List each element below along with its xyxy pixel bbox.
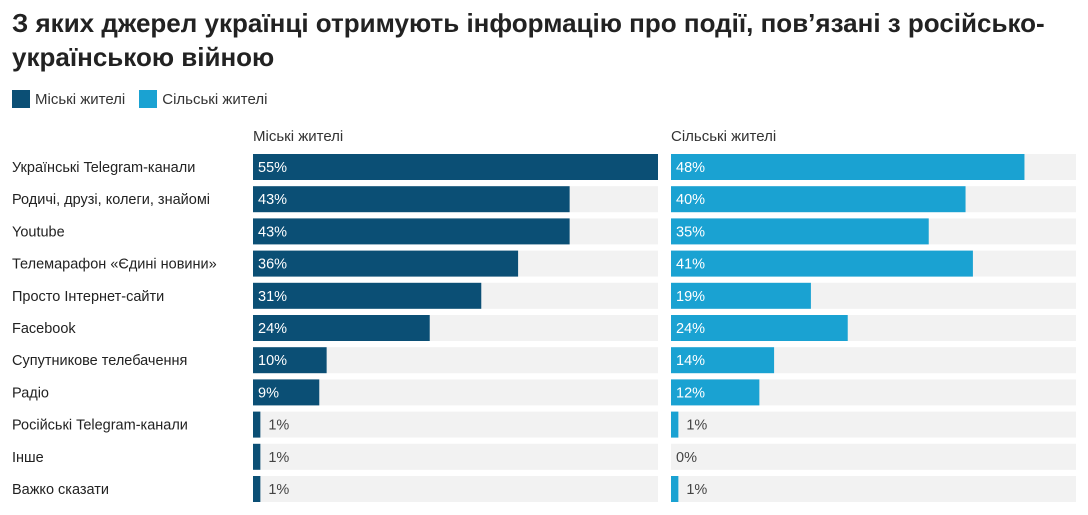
bar-track xyxy=(253,443,658,470)
bar-track xyxy=(253,476,658,502)
bar xyxy=(253,186,570,213)
bar xyxy=(671,379,760,406)
bar-track xyxy=(671,411,1076,438)
category-label: Родичі, друзі, колеги, знайомі xyxy=(12,192,210,208)
bar xyxy=(253,154,658,180)
data-label: 24% xyxy=(258,321,287,337)
bar xyxy=(253,476,261,502)
category-label: Українські Telegram-канали xyxy=(12,160,195,176)
legend-swatch-urban xyxy=(12,90,30,108)
bar xyxy=(671,476,679,502)
category-label: Просто Інтернет-сайти xyxy=(12,289,164,305)
data-label: 1% xyxy=(686,482,707,498)
data-label: 1% xyxy=(686,418,707,434)
bar-track xyxy=(253,411,658,438)
category-label: Facebook xyxy=(12,321,76,337)
bar xyxy=(671,411,679,438)
category-label: Інше xyxy=(12,450,44,466)
data-label: 55% xyxy=(258,160,287,176)
bar xyxy=(671,315,848,341)
data-label: 36% xyxy=(258,257,287,273)
data-label: 41% xyxy=(676,257,705,273)
category-label: Російські Telegram-канали xyxy=(12,418,188,434)
legend-swatch-rural xyxy=(139,90,158,108)
bar xyxy=(253,282,482,309)
category-label: Радіо xyxy=(12,385,49,401)
bar xyxy=(253,443,261,470)
data-label: 43% xyxy=(258,192,287,208)
bar xyxy=(253,250,519,277)
bar xyxy=(253,411,261,438)
data-label: 0% xyxy=(676,450,697,466)
data-label: 43% xyxy=(258,224,287,240)
bar xyxy=(671,186,966,213)
data-label: 9% xyxy=(258,385,279,401)
bar xyxy=(671,282,811,309)
category-label: Youtube xyxy=(12,224,65,240)
legend-label-rural: Сільські жителі xyxy=(162,90,268,108)
bar xyxy=(253,347,327,374)
data-label: 48% xyxy=(676,160,705,176)
bar-track xyxy=(671,476,1076,502)
data-label: 19% xyxy=(676,289,705,305)
legend-label-urban: Міські жителі xyxy=(35,90,126,108)
bar xyxy=(253,315,430,341)
bar xyxy=(671,154,1025,180)
bar-track xyxy=(253,379,658,406)
legend: Міські жителі Сільські жителі xyxy=(12,90,281,108)
bar xyxy=(671,347,775,374)
panel-header-urban: Міські жителі xyxy=(253,128,344,145)
category-label: Телемарафон «Єдині новини» xyxy=(12,257,217,273)
data-label: 1% xyxy=(268,450,289,466)
data-label: 35% xyxy=(676,224,705,240)
category-label: Важко сказати xyxy=(12,482,109,498)
bar-track xyxy=(671,443,1076,470)
bar xyxy=(253,379,320,406)
data-label: 14% xyxy=(676,353,705,369)
data-label: 1% xyxy=(268,482,289,498)
data-label: 40% xyxy=(676,192,705,208)
bar xyxy=(671,218,929,245)
data-label: 31% xyxy=(258,289,287,305)
category-label: Супутникове телебачення xyxy=(12,353,187,369)
chart-title: З яких джерел українці отримують інформа… xyxy=(12,8,1045,72)
data-label: 1% xyxy=(268,418,289,434)
panel-header-rural: Сільські жителі xyxy=(671,128,777,145)
bar xyxy=(671,250,973,277)
bar xyxy=(253,218,570,245)
data-label: 24% xyxy=(676,321,705,337)
data-label: 10% xyxy=(258,353,287,369)
data-label: 12% xyxy=(676,385,705,401)
